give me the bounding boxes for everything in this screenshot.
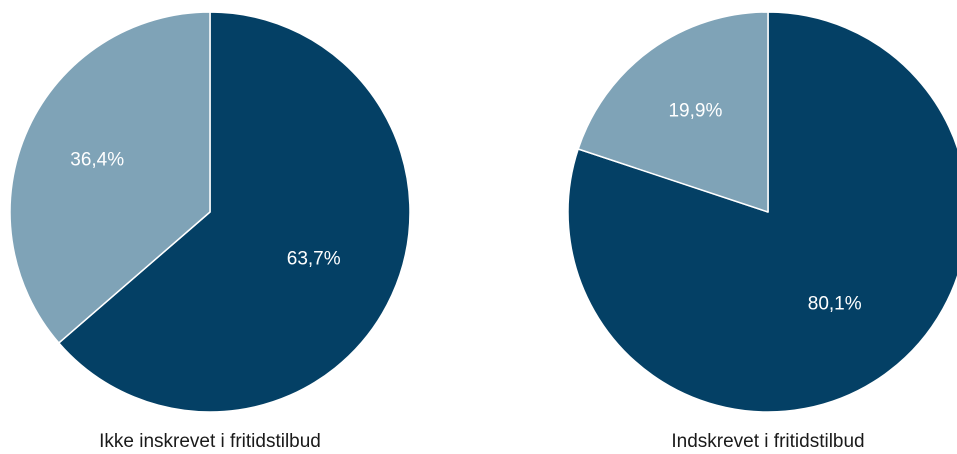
pie-slice — [9, 11, 211, 344]
pie-slice — [577, 11, 769, 213]
slice-value-label: 63,7% — [287, 248, 341, 269]
pie-chart-1: 63,7% 36,4% Ikke inskrevet i fritidstilbud — [9, 11, 411, 452]
chart-title: Indskrevet i fritidstilbud — [671, 431, 864, 452]
pie-chart-2: 80,1% 19,9% Indskrevet i fritidstilbud — [567, 11, 957, 452]
slice-value-label: 36,4% — [70, 150, 124, 171]
pie-slice — [567, 11, 957, 413]
pie-slice — [58, 11, 411, 413]
slice-value-label: 19,9% — [668, 100, 722, 121]
chart-title: Ikke inskrevet i fritidstilbud — [99, 431, 321, 452]
slice-value-label: 80,1% — [808, 293, 862, 314]
